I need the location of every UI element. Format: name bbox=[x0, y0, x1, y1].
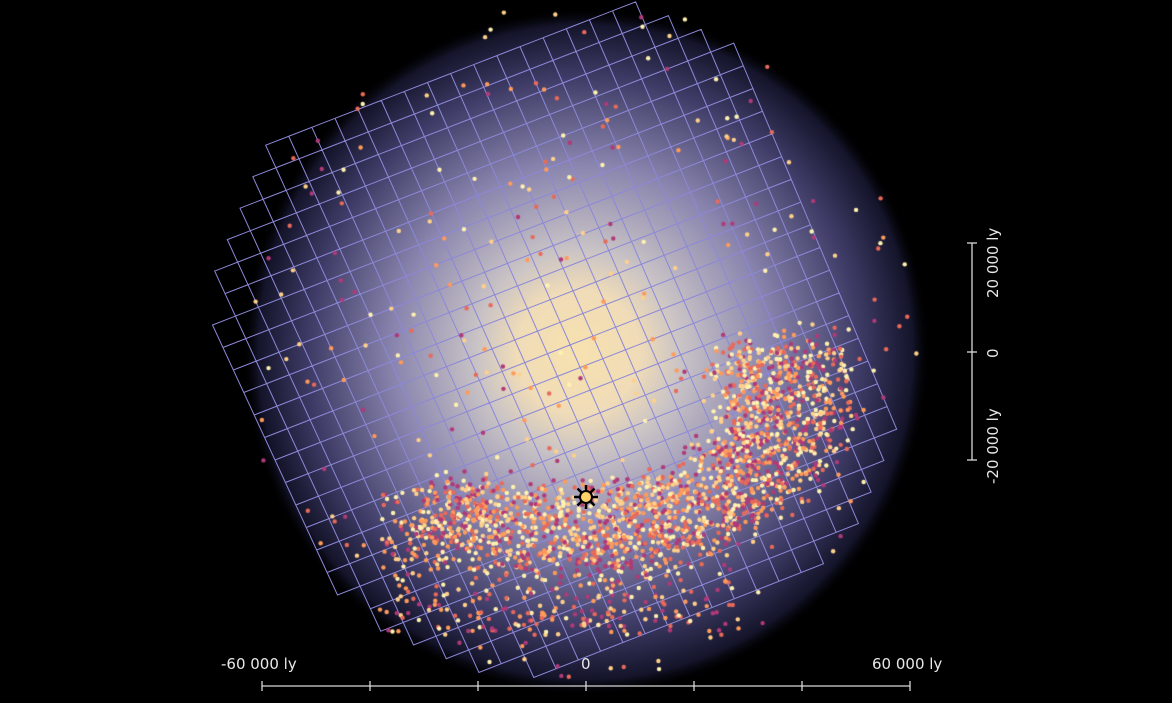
y-tick-label: 0 bbox=[984, 348, 1002, 358]
x-scale-bar bbox=[261, 681, 911, 691]
x-tick-label: -60 000 ly bbox=[221, 655, 297, 673]
y-tick-label: 20 000 ly bbox=[984, 227, 1002, 298]
sun-icon bbox=[574, 485, 598, 509]
x-tick-label: 60 000 ly bbox=[872, 655, 943, 673]
y-scale-bar bbox=[967, 242, 977, 461]
y-tick-label: -20 000 ly bbox=[984, 408, 1002, 484]
x-tick-label: 0 bbox=[581, 655, 591, 673]
